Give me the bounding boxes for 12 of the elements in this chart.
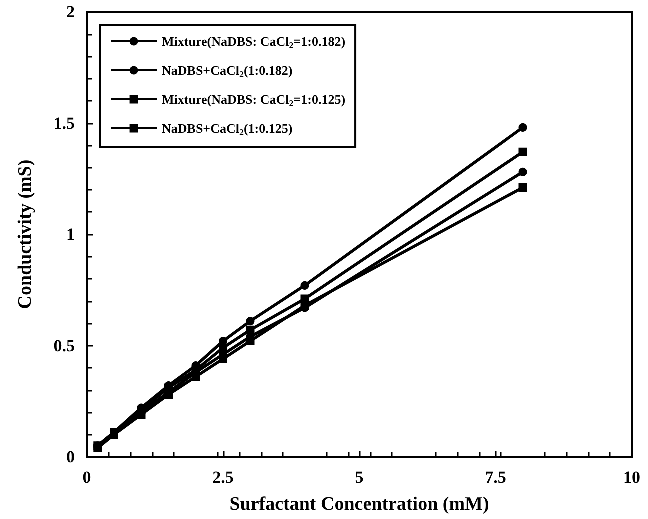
x-tick-label: 10 [624, 468, 640, 487]
y-tick-label: 2 [66, 2, 75, 22]
y-axis-title: Conductivity (mS) [15, 160, 36, 310]
x-axis-title: Surfactant Concentration (mM) [230, 494, 490, 515]
y-tick-label: 1.5 [54, 114, 75, 133]
y-tick-label: 1 [66, 225, 75, 244]
y-tick-label: 0.5 [54, 336, 75, 356]
x-tick-label: 5 [355, 468, 364, 487]
x-tick-label: 0 [82, 468, 92, 487]
x-tick-label: 2.5 [212, 468, 234, 487]
x-tick-label: 7.5 [485, 468, 506, 487]
y-tick-label: 0 [66, 448, 75, 466]
